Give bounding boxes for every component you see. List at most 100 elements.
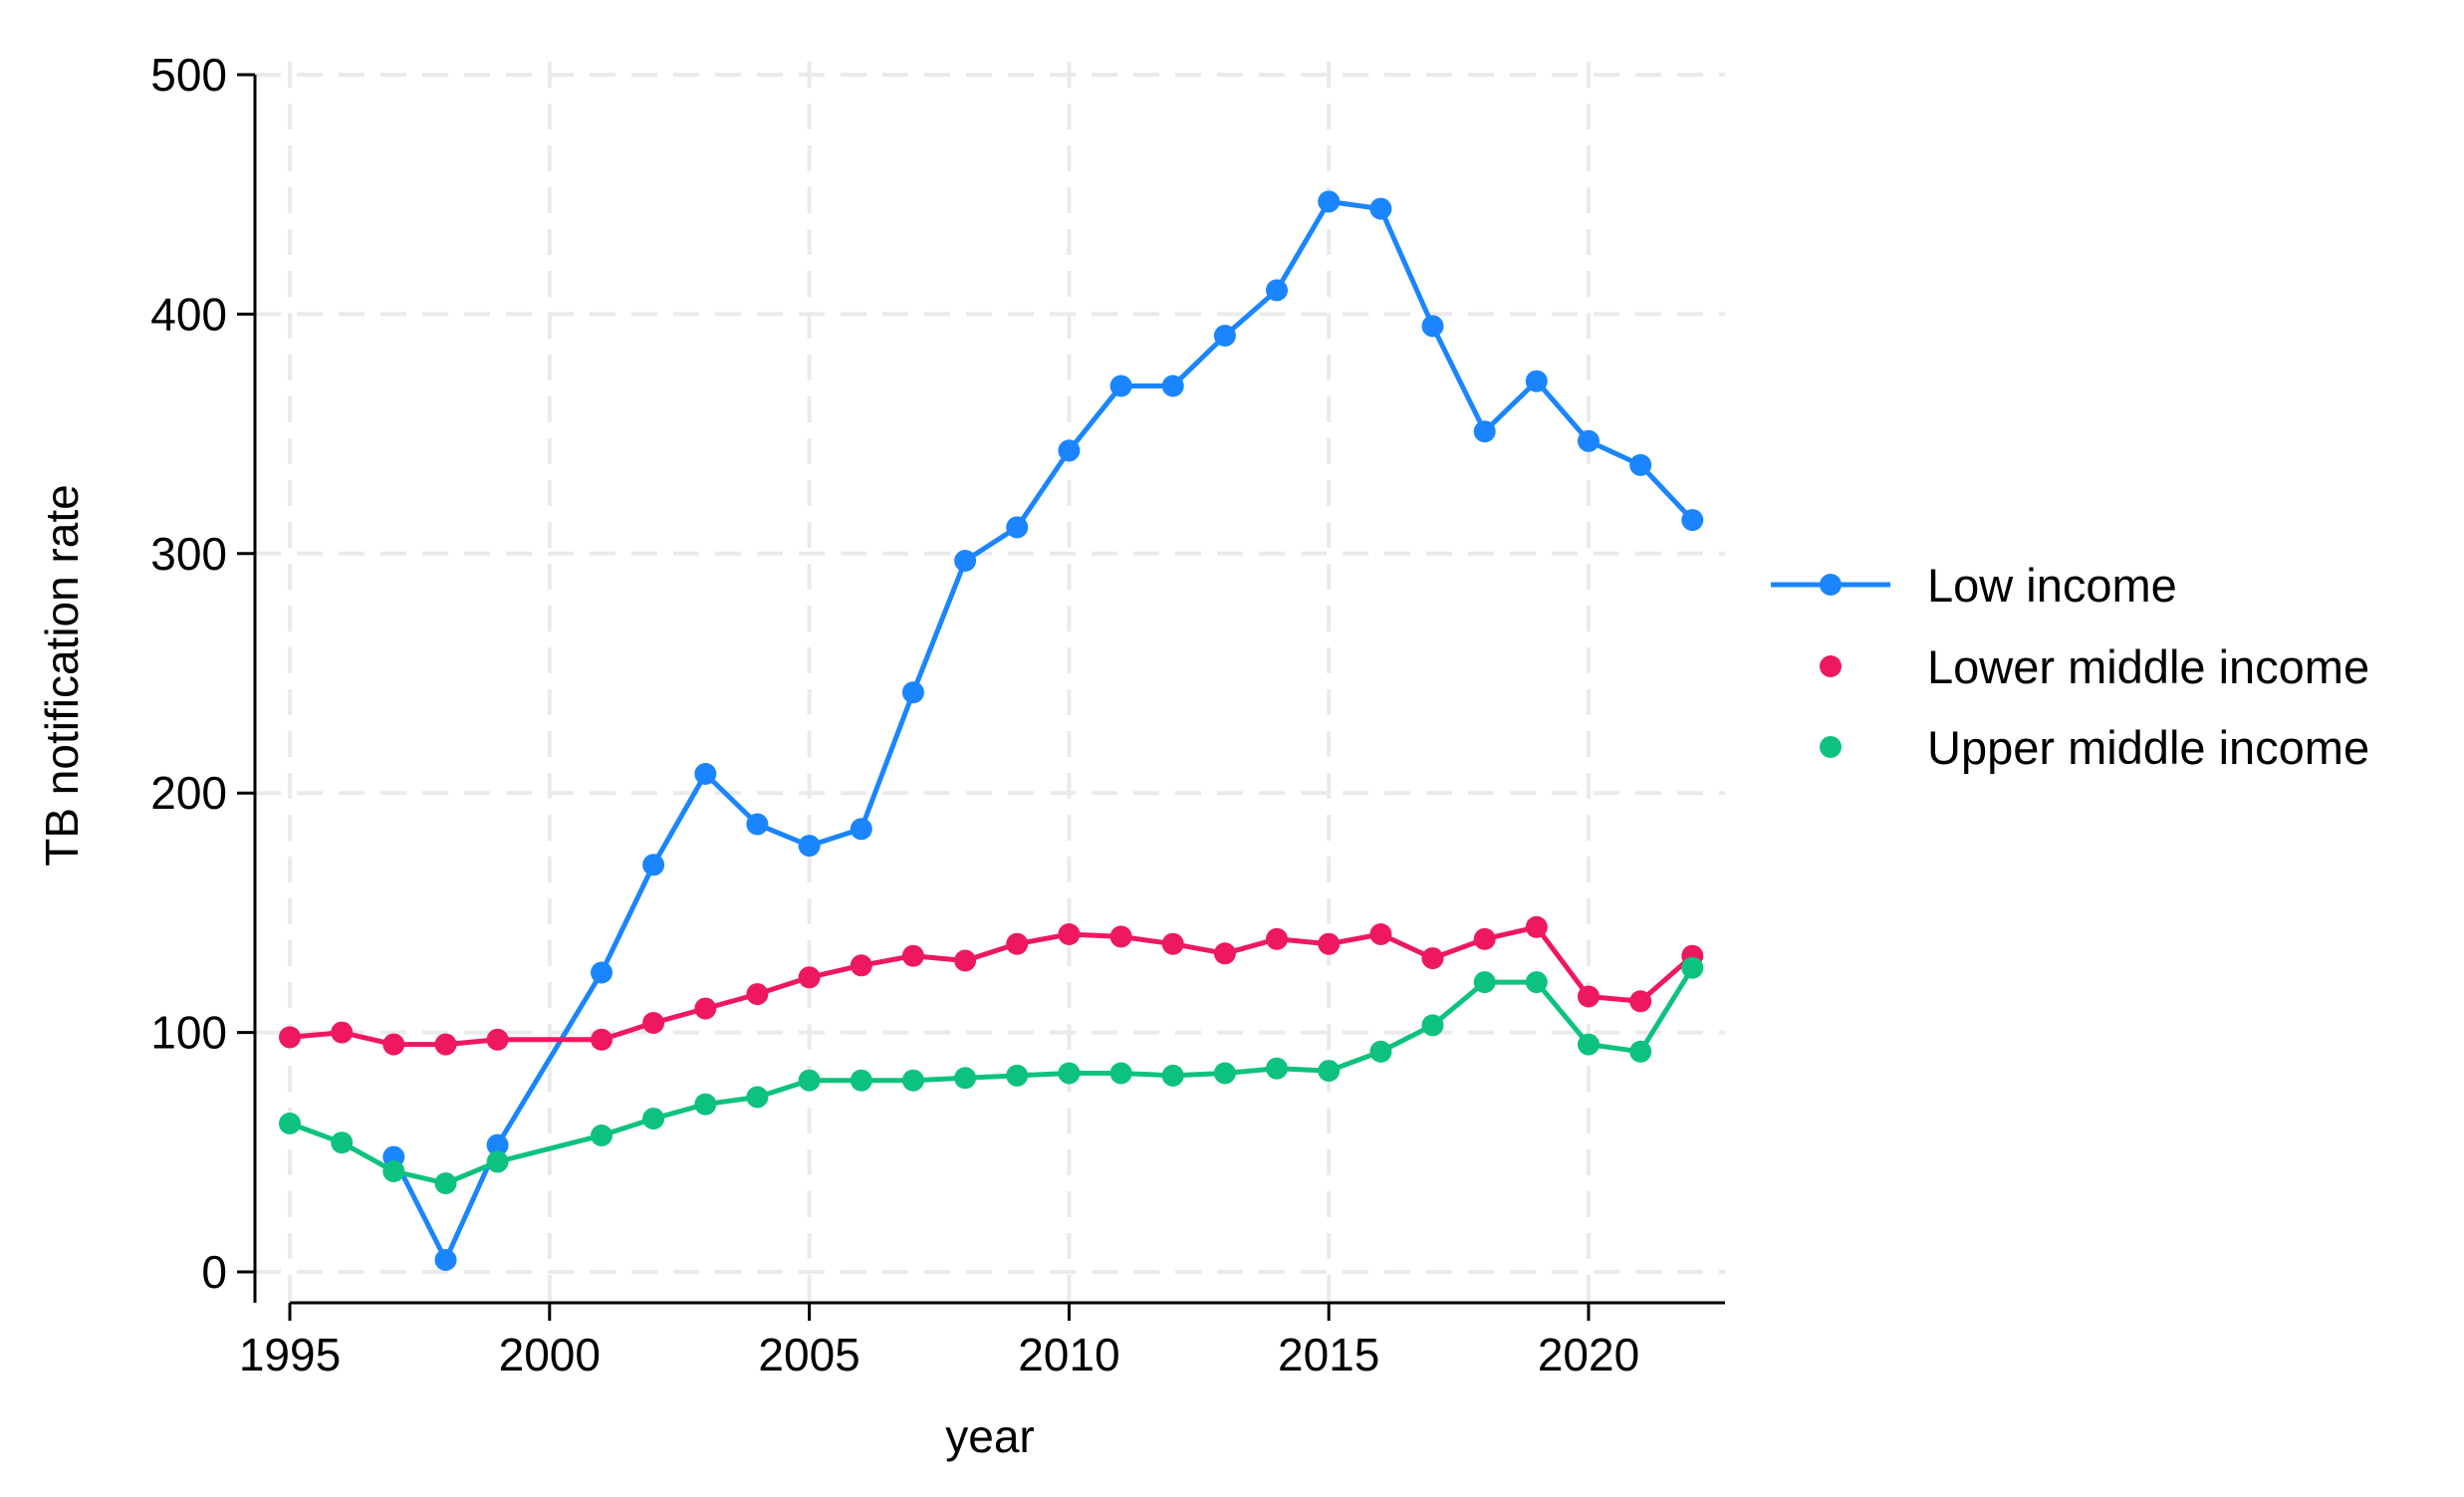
data-point-upper-middle-income-2018 [1473, 971, 1496, 994]
data-point-low-income-2021 [1629, 453, 1652, 476]
data-point-low-income-1999 [486, 1133, 509, 1156]
data-point-low-income-2018 [1473, 420, 1496, 443]
data-point-upper-middle-income-2021 [1629, 1040, 1652, 1063]
data-point-low-income-2006 [850, 818, 872, 841]
data-point-low-income-2008 [954, 550, 977, 572]
data-point-lower-middle-income-2021 [1629, 990, 1652, 1013]
data-point-lower-middle-income-2018 [1473, 927, 1496, 950]
data-point-upper-middle-income-2016 [1369, 1040, 1392, 1063]
data-point-upper-middle-income-2022 [1681, 956, 1704, 979]
data-point-upper-middle-income-2003 [694, 1093, 717, 1116]
y-tick-label-0: 0 [201, 1246, 227, 1298]
data-point-lower-middle-income-2001 [591, 1028, 613, 1051]
legend-label-lower-middle-income: Lower middle income [1927, 640, 2369, 693]
data-point-lower-middle-income-2017 [1421, 947, 1444, 970]
legend-marker-lower-middle-income [1820, 655, 1842, 677]
x-tick-label-2020: 2020 [1538, 1329, 1639, 1380]
data-point-lower-middle-income-2009 [1006, 932, 1029, 955]
data-point-lower-middle-income-2010 [1058, 923, 1081, 945]
data-point-lower-middle-income-2005 [798, 966, 821, 989]
data-point-low-income-2007 [901, 681, 924, 704]
data-point-low-income-2015 [1318, 190, 1341, 213]
data-point-low-income-2010 [1058, 439, 1081, 462]
legend-marker-low-income [1820, 574, 1842, 596]
data-point-upper-middle-income-2011 [1109, 1062, 1132, 1085]
data-point-upper-middle-income-1998 [434, 1172, 457, 1195]
legend: Low income Lower middle income Upper middl… [1771, 559, 2369, 774]
data-point-lower-middle-income-2016 [1369, 923, 1392, 945]
legend-item-lower-middle-income: Lower middle income [1820, 640, 2369, 693]
legend-item-upper-middle-income: Upper middle income [1820, 721, 2369, 774]
data-point-upper-middle-income-2015 [1318, 1060, 1341, 1083]
data-point-low-income-2014 [1266, 279, 1288, 302]
data-point-low-income-2013 [1213, 325, 1236, 347]
data-point-lower-middle-income-2002 [642, 1012, 665, 1034]
data-point-low-income-2019 [1525, 370, 1548, 392]
data-point-low-income-2016 [1369, 197, 1392, 220]
data-point-upper-middle-income-1997 [382, 1160, 405, 1182]
data-point-upper-middle-income-2001 [591, 1124, 613, 1146]
x-axis-title: year [945, 1410, 1034, 1462]
data-point-low-income-1998 [434, 1249, 457, 1271]
x-tick-label-2000: 2000 [499, 1329, 601, 1380]
data-point-upper-middle-income-1996 [331, 1131, 354, 1154]
data-point-lower-middle-income-2014 [1266, 927, 1288, 950]
data-point-lower-middle-income-2012 [1161, 932, 1184, 955]
y-tick-label-500: 500 [150, 49, 227, 101]
data-point-low-income-2011 [1109, 374, 1132, 397]
data-point-upper-middle-income-2002 [642, 1108, 665, 1130]
data-point-upper-middle-income-2008 [954, 1067, 977, 1090]
y-tick-label-300: 300 [150, 528, 227, 580]
x-tick-label-1995: 1995 [239, 1329, 341, 1380]
data-point-low-income-2002 [642, 854, 665, 876]
data-point-lower-middle-income-1995 [279, 1026, 301, 1049]
data-point-lower-middle-income-2019 [1525, 915, 1548, 938]
data-point-upper-middle-income-2013 [1213, 1062, 1236, 1085]
data-point-upper-middle-income-2009 [1006, 1064, 1029, 1087]
legend-marker-upper-middle-income [1820, 736, 1842, 758]
data-point-lower-middle-income-2020 [1578, 985, 1600, 1008]
data-point-lower-middle-income-2013 [1213, 942, 1236, 965]
data-point-upper-middle-income-2019 [1525, 971, 1548, 994]
data-point-upper-middle-income-1999 [486, 1150, 509, 1173]
grid [255, 62, 1725, 1303]
x-tick-label-2010: 2010 [1018, 1329, 1119, 1380]
data-point-lower-middle-income-2011 [1109, 925, 1132, 948]
data-point-lower-middle-income-2015 [1318, 932, 1341, 955]
legend-label-low-income: Low income [1927, 559, 2177, 612]
data-point-lower-middle-income-1999 [486, 1028, 509, 1051]
data-point-lower-middle-income-1997 [382, 1033, 405, 1056]
data-point-lower-middle-income-2008 [954, 949, 977, 972]
data-point-low-income-2001 [591, 961, 613, 984]
axes: 0 100 200 300 400 500 1995 2000 2005 2010 2015 2020 [150, 49, 1725, 1380]
data-point-lower-middle-income-1998 [434, 1033, 457, 1056]
y-axis-title: TB notification rate [36, 484, 88, 867]
data-point-upper-middle-income-2005 [798, 1069, 821, 1092]
x-tick-label-2005: 2005 [758, 1329, 860, 1380]
data-point-low-income-2022 [1681, 509, 1704, 532]
data-point-low-income-2004 [746, 813, 769, 836]
data-point-low-income-2012 [1161, 374, 1184, 397]
y-tick-label-200: 200 [150, 767, 227, 819]
series-layer [279, 190, 1704, 1271]
legend-item-low-income: Low income [1771, 559, 2177, 612]
data-point-low-income-2005 [798, 835, 821, 858]
data-point-upper-middle-income-2020 [1578, 1033, 1600, 1056]
data-point-upper-middle-income-1995 [279, 1113, 301, 1134]
y-tick-label-400: 400 [150, 288, 227, 340]
data-point-low-income-2017 [1421, 315, 1444, 338]
data-point-upper-middle-income-2017 [1421, 1014, 1444, 1037]
data-point-low-income-2003 [694, 763, 717, 785]
x-tick-label-2015: 2015 [1278, 1329, 1379, 1380]
data-point-lower-middle-income-2006 [850, 954, 872, 977]
data-point-low-income-2009 [1006, 516, 1029, 539]
data-point-lower-middle-income-2007 [901, 944, 924, 967]
legend-label-upper-middle-income: Upper middle income [1927, 721, 2369, 774]
data-point-upper-middle-income-2010 [1058, 1062, 1081, 1085]
data-point-upper-middle-income-2012 [1161, 1064, 1184, 1087]
data-point-upper-middle-income-2014 [1266, 1057, 1288, 1080]
data-point-lower-middle-income-2004 [746, 983, 769, 1006]
data-point-upper-middle-income-2007 [901, 1069, 924, 1092]
